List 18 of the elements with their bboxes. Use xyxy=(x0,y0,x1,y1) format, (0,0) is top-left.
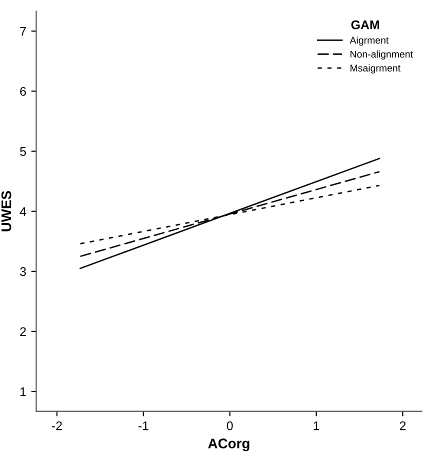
legend-label: Msaigrment xyxy=(350,64,400,74)
x-tick-label: -1 xyxy=(138,422,148,430)
legend-label: Aigrment xyxy=(350,36,389,46)
x-tick-label: 2 xyxy=(400,421,406,430)
x-tick-label: -2 xyxy=(52,421,62,430)
y-tick-label: 5 xyxy=(20,147,26,156)
x-tick-label: 1 xyxy=(314,422,320,430)
x-axis-title: ACorg xyxy=(208,438,250,452)
y-tick-label: 6 xyxy=(20,86,26,96)
y-tick-label: 3 xyxy=(20,267,26,276)
y-axis-title: UWES xyxy=(1,191,12,232)
y-tick-label: 4 xyxy=(20,207,26,216)
y-tick-label: 7 xyxy=(20,27,26,36)
y-tick-label: 2 xyxy=(20,327,26,336)
y-tick-label: 1 xyxy=(20,387,26,396)
legend-title: GAM xyxy=(351,20,380,30)
legend-label: Non-alignment xyxy=(350,50,413,60)
x-tick-label: 0 xyxy=(226,421,233,430)
